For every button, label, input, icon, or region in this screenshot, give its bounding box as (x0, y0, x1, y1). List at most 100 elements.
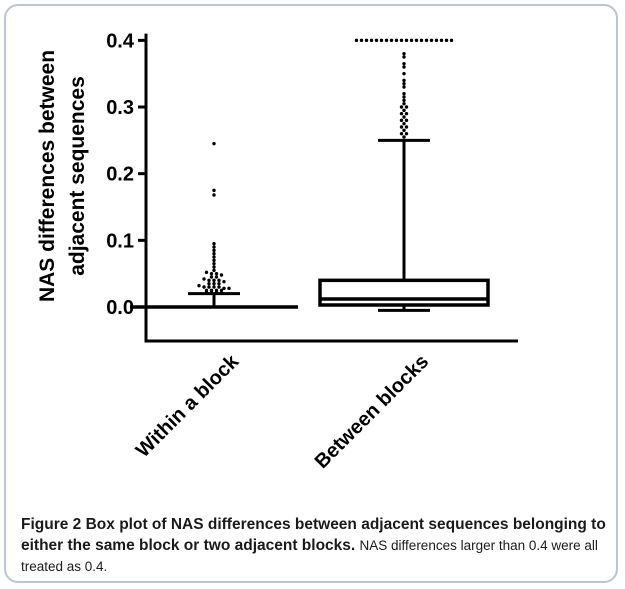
outlier-point (402, 135, 406, 139)
outlier-point (222, 286, 226, 291)
outlier-point (414, 38, 419, 43)
outlier-point (429, 38, 434, 43)
outlier-point (402, 128, 406, 133)
caption-label: Figure 2 (21, 516, 82, 533)
outlier-point (439, 38, 444, 43)
outlier-point (214, 271, 219, 276)
outlier-point (402, 98, 406, 103)
outlier-point (419, 38, 424, 43)
outlier-point (212, 285, 216, 289)
outlier-point (354, 38, 359, 43)
outlier-point (212, 281, 216, 286)
outlier-point (402, 121, 406, 126)
outlier-point (212, 258, 216, 263)
outlier-point (219, 288, 224, 293)
outlier-point (404, 38, 409, 43)
outlier-point (402, 78, 406, 83)
outlier-point (402, 55, 406, 59)
outlier-point (212, 245, 216, 249)
outlier-point (404, 131, 409, 136)
outlier-point (207, 285, 211, 289)
outlier-point (202, 285, 206, 289)
outlier-point (222, 279, 226, 284)
outlier-point (399, 38, 404, 43)
outlier-point (212, 251, 216, 256)
outlier-point (402, 61, 406, 66)
x-category-label: Within a block (132, 350, 244, 462)
outlier-point (204, 290, 209, 295)
caption-title: Box plot of NAS differences between adja… (21, 516, 606, 554)
y-axis-title-line1: NAS differences between (36, 50, 59, 302)
outlier-point (364, 38, 369, 43)
box-body (318, 278, 490, 307)
x-category-label: Between blocks (311, 351, 433, 473)
y-tick-label: 0.4 (106, 30, 135, 52)
outlier-point (374, 38, 379, 43)
outlier-point (209, 271, 214, 276)
outlier-point (207, 281, 211, 286)
outlier-point (402, 65, 406, 69)
outlier-point (404, 118, 409, 123)
outlier-point (402, 85, 406, 89)
outlier-point (434, 38, 439, 43)
outlier-point (209, 275, 214, 279)
outlier-point (197, 283, 201, 288)
outlier-point (212, 265, 216, 269)
outlier-point (379, 38, 384, 43)
caption-note: NAS differences larger than 0.4 were all… (21, 538, 598, 574)
outlier-point (402, 81, 406, 86)
outlier-point (212, 193, 216, 197)
outlier-point (399, 131, 404, 136)
outlier-point (359, 38, 364, 43)
outlier-point (409, 38, 414, 43)
y-tick-label: 0.2 (106, 164, 134, 186)
y-tick-label: 0.0 (106, 297, 134, 319)
outlier-point (212, 278, 216, 283)
outlier-point (214, 275, 219, 279)
outlier-point (402, 91, 406, 96)
outlier-point (399, 125, 404, 129)
outlier-point (424, 38, 429, 43)
outlier-point (219, 291, 224, 295)
outlier-point (384, 38, 389, 43)
figure-caption: Figure 2 Box plot of NAS differences bet… (21, 514, 616, 577)
outlier-point (404, 125, 409, 129)
outlier-point (402, 115, 406, 119)
outlier-point (212, 241, 216, 246)
outlier-point (404, 105, 409, 109)
box-plot: 0.0 0.1 0.2 0.3 0.4 NAS differences between ad… (36, 30, 518, 473)
outlier-point (217, 285, 221, 289)
outlier-point (212, 141, 216, 146)
outlier-point (444, 38, 449, 43)
outlier-point (402, 95, 406, 99)
outlier-point (402, 51, 406, 56)
outlier-point (209, 290, 214, 295)
figure-frame: 0.0 0.1 0.2 0.3 0.4 NAS differences between ad… (4, 4, 618, 583)
outlier-point (369, 38, 374, 43)
outlier-point (389, 38, 394, 43)
outlier-point (217, 278, 221, 283)
outlier-point (212, 261, 216, 266)
outlier-point (204, 270, 209, 275)
outlier-point (394, 38, 399, 43)
outlier-point (212, 188, 216, 193)
outlier-point (399, 118, 404, 123)
y-tick-label: 0.1 (106, 230, 134, 252)
outlier-point (402, 108, 406, 113)
outlier-point (402, 101, 406, 106)
outlier-point (214, 290, 219, 295)
outlier-point (227, 286, 231, 291)
outlier-point (402, 71, 406, 76)
y-axis-title-line2: adjacent sequences (66, 76, 89, 276)
outlier-point (449, 38, 454, 43)
outlier-point (212, 248, 216, 253)
outlier-point (399, 105, 404, 109)
outlier-point (212, 268, 216, 273)
outlier-point (202, 277, 206, 281)
outlier-point (404, 111, 409, 116)
outlier-point (219, 273, 224, 277)
outlier-point (212, 255, 216, 259)
outlier-point (207, 278, 211, 283)
y-tick-label: 0.3 (106, 97, 134, 119)
outlier-point (217, 281, 221, 286)
